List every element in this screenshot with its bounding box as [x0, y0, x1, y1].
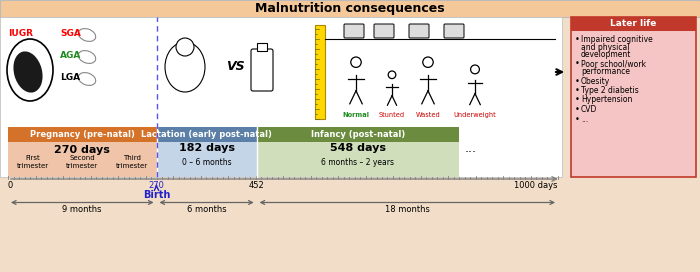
Text: VS: VS	[225, 60, 244, 73]
Text: 0: 0	[8, 181, 13, 190]
Text: •: •	[575, 76, 580, 85]
Text: 6 months: 6 months	[187, 206, 226, 215]
FancyBboxPatch shape	[374, 24, 394, 38]
Text: 452: 452	[248, 181, 265, 190]
Text: •: •	[575, 60, 580, 69]
Ellipse shape	[165, 42, 205, 92]
Text: Infancy (post-natal): Infancy (post-natal)	[311, 130, 405, 139]
FancyBboxPatch shape	[251, 49, 273, 91]
Text: CVD: CVD	[581, 105, 597, 114]
FancyBboxPatch shape	[344, 24, 364, 38]
Text: 270 days: 270 days	[55, 145, 110, 155]
Ellipse shape	[13, 51, 43, 92]
FancyBboxPatch shape	[0, 0, 700, 17]
FancyBboxPatch shape	[571, 17, 696, 31]
Text: 548 days: 548 days	[330, 143, 386, 153]
Text: SGA: SGA	[60, 29, 81, 38]
FancyBboxPatch shape	[571, 17, 696, 177]
Text: and physical: and physical	[581, 42, 629, 51]
Text: 182 days: 182 days	[178, 143, 234, 153]
FancyBboxPatch shape	[8, 142, 157, 177]
Text: 9 months: 9 months	[62, 206, 102, 215]
Text: Later life: Later life	[610, 20, 657, 29]
FancyBboxPatch shape	[257, 43, 267, 51]
Text: IUGR: IUGR	[8, 29, 33, 38]
Text: Poor school/work: Poor school/work	[581, 60, 646, 69]
Text: development: development	[581, 50, 631, 59]
Ellipse shape	[7, 39, 53, 101]
Text: Underweight: Underweight	[454, 112, 496, 118]
Text: Type 2 diabetis: Type 2 diabetis	[581, 86, 638, 95]
FancyBboxPatch shape	[8, 127, 157, 142]
Text: Hypertension: Hypertension	[581, 95, 632, 104]
FancyBboxPatch shape	[315, 25, 325, 119]
FancyBboxPatch shape	[257, 142, 459, 177]
Text: First
trimester: First trimester	[17, 155, 49, 169]
Text: Lactation (early post-natal): Lactation (early post-natal)	[141, 130, 272, 139]
Text: Normal: Normal	[342, 112, 370, 118]
Text: Wasted: Wasted	[416, 112, 440, 118]
Text: Second
trimester: Second trimester	[66, 155, 98, 169]
Text: •: •	[575, 115, 580, 123]
FancyBboxPatch shape	[0, 17, 562, 177]
Text: Malnutrition consequences: Malnutrition consequences	[256, 2, 444, 15]
Text: ...: ...	[581, 115, 588, 123]
Text: Pregnancy (pre-natal): Pregnancy (pre-natal)	[30, 130, 134, 139]
Text: •: •	[575, 105, 580, 114]
FancyBboxPatch shape	[409, 24, 429, 38]
Text: Obesity: Obesity	[581, 76, 610, 85]
Text: •: •	[575, 95, 580, 104]
Text: AGA: AGA	[60, 51, 81, 60]
Circle shape	[176, 38, 194, 56]
Text: Birth: Birth	[143, 190, 170, 199]
Text: 6 months – 2 years: 6 months – 2 years	[321, 158, 394, 167]
Text: ...: ...	[465, 141, 477, 154]
FancyBboxPatch shape	[157, 142, 257, 177]
Text: 270: 270	[148, 181, 164, 190]
Text: 0 – 6 months: 0 – 6 months	[182, 158, 232, 167]
FancyBboxPatch shape	[157, 127, 257, 142]
Text: performance: performance	[581, 67, 630, 76]
FancyBboxPatch shape	[444, 24, 464, 38]
Text: •: •	[575, 35, 580, 44]
Text: 1000 days: 1000 days	[514, 181, 558, 190]
Text: •: •	[575, 86, 580, 95]
Text: LGA: LGA	[60, 73, 80, 82]
Text: 18 months: 18 months	[385, 206, 430, 215]
Text: Third
trimester: Third trimester	[116, 155, 148, 169]
Text: Stunted: Stunted	[379, 112, 405, 118]
FancyBboxPatch shape	[257, 127, 459, 142]
Text: Impaired cognitive: Impaired cognitive	[581, 35, 652, 44]
